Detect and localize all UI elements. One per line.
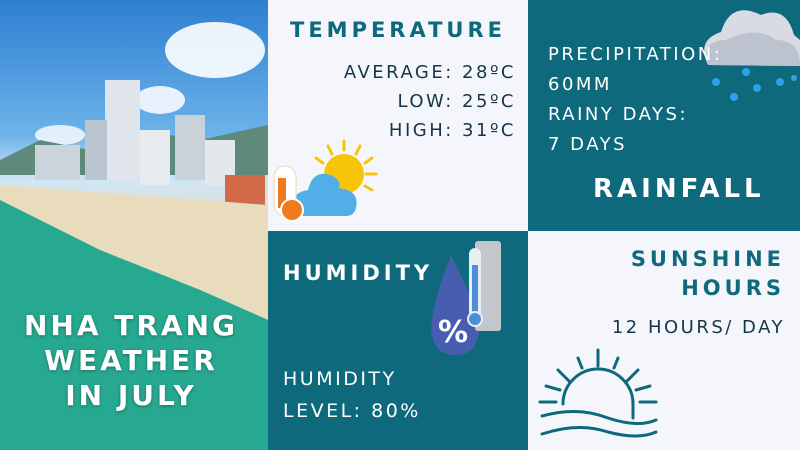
beach-city-photo	[0, 0, 268, 450]
title-line: IN JULY	[65, 379, 197, 412]
rain-cloud-icon	[704, 10, 800, 101]
humidity-heading: HUMIDITY	[283, 261, 434, 285]
temperature-panel: TEMPERATURE AVERAGE: 28ºC LOW: 25ºC HIGH…	[268, 0, 528, 231]
precipitation-value: 60MM	[548, 74, 612, 95]
thermometer-sun-cloud-icon	[273, 139, 378, 222]
sunshine-heading: HOURS	[681, 276, 785, 300]
rainfall-heading: RAINFALL	[593, 174, 765, 204]
rainy-days-label: RAINY DAYS:	[548, 104, 689, 125]
title-line: NHA TRANG	[23, 309, 239, 342]
humidity-label: HUMIDITY	[283, 368, 397, 390]
rainy-days-value: 7 DAYS	[548, 134, 628, 155]
sunshine-panel: SUNSHINE HOURS 12 HOURS/ DAY	[528, 231, 800, 450]
humidity-panel: HUMIDITY % HUMIDITY LEVEL: 80%	[268, 231, 528, 450]
humidity-level: LEVEL: 80%	[283, 400, 421, 422]
sunset-sea-icon	[538, 348, 658, 438]
rainfall-panel: PRECIPITATION: 60MM RAINY DAYS: 7 DAYS R…	[528, 0, 800, 231]
humidity-drop-thermometer-icon: %	[431, 241, 501, 355]
percent-symbol: %	[438, 315, 468, 350]
temperature-average: AVERAGE: 28ºC	[343, 62, 516, 83]
temperature-high: HIGH: 31ºC	[388, 120, 516, 141]
temperature-low: LOW: 25ºC	[397, 91, 516, 112]
sunshine-value: 12 HOURS/ DAY	[611, 317, 785, 338]
precipitation-label: PRECIPITATION:	[548, 44, 723, 65]
title-line: WEATHER	[44, 344, 218, 377]
city-skyline-illustration	[0, 22, 268, 450]
sunshine-heading: SUNSHINE	[630, 247, 785, 271]
temperature-heading: TEMPERATURE	[290, 18, 506, 42]
